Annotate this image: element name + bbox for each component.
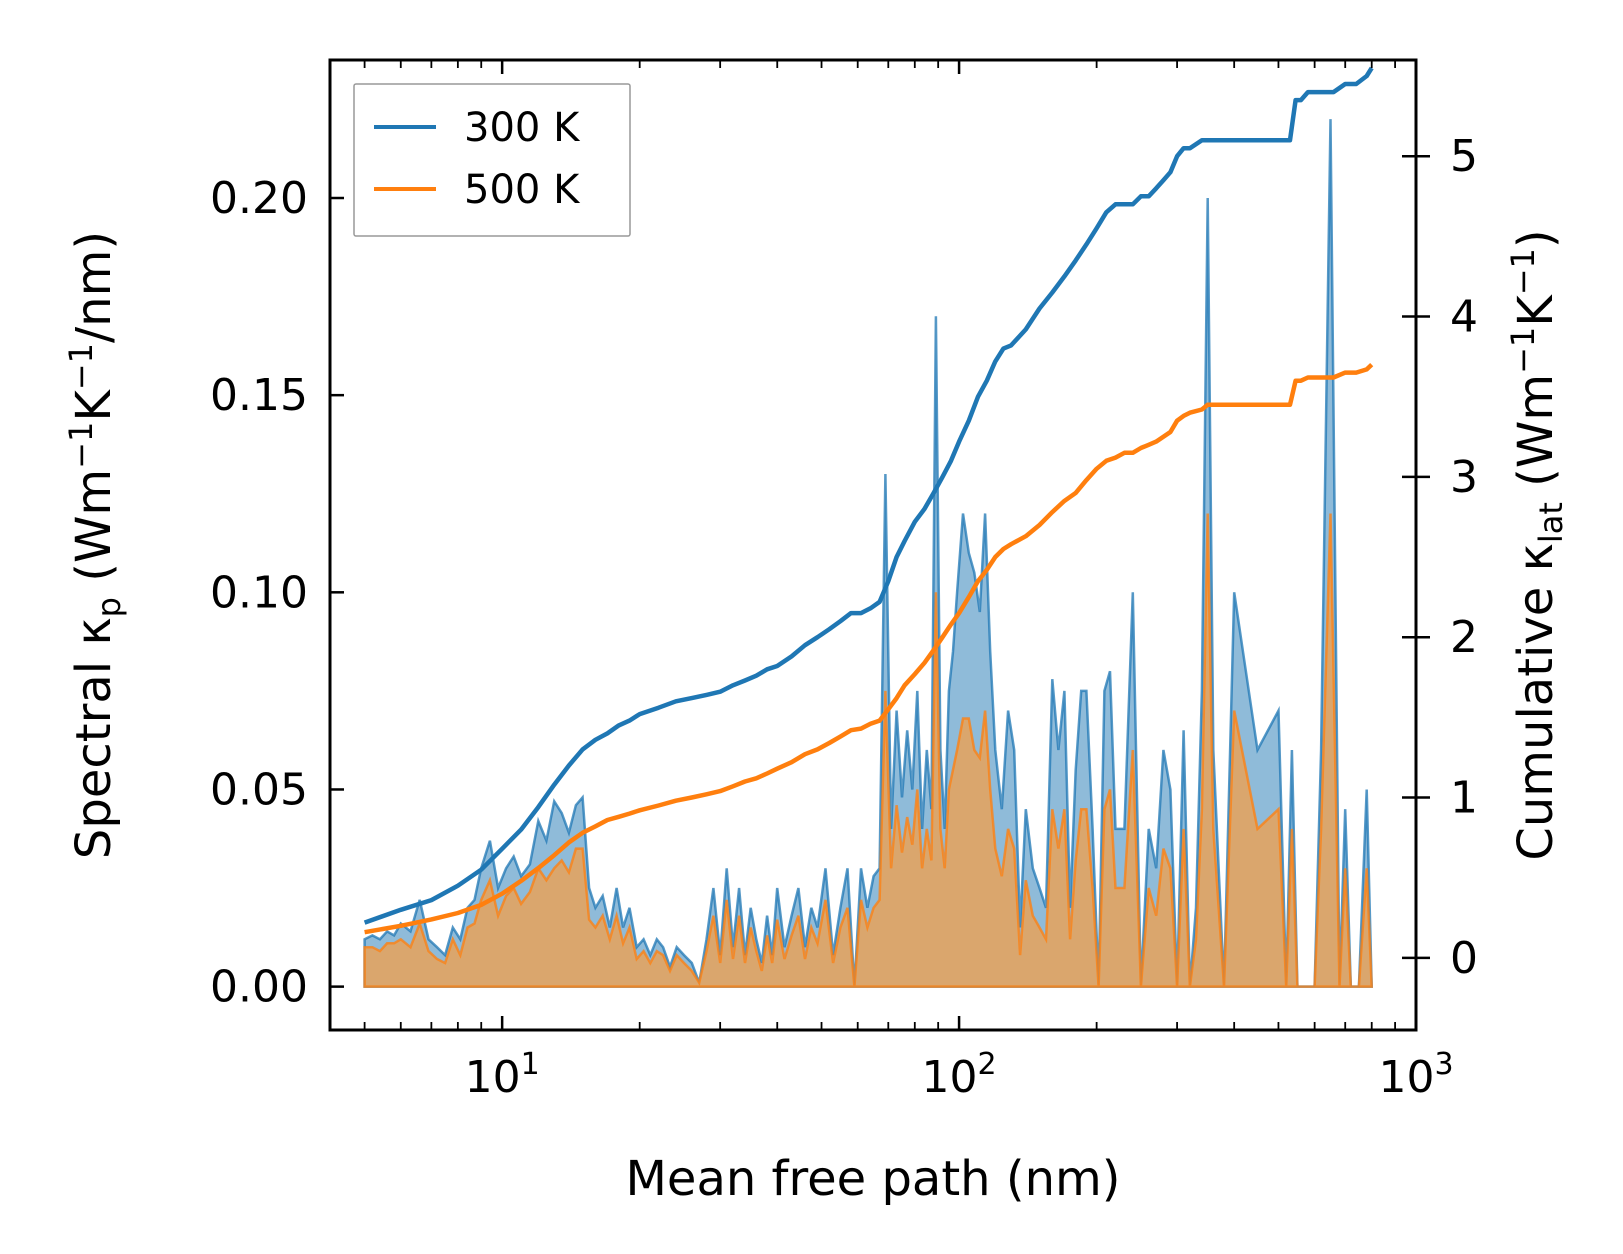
right-y-label-base: Cumulative κ [1508,543,1564,861]
cumulative-line-300k [363,66,1374,925]
left-y-label-sup1: −1 [62,422,100,469]
right-y-axis: 0 1 2 3 4 5 [1402,131,1478,984]
x-tick-label-exponent: 3 [1434,1047,1453,1082]
right-y-tick-label: 0 [1450,933,1478,984]
x-axis: 101 102 103 [363,60,1454,1103]
x-tick-label-exponent: 1 [521,1047,540,1082]
legend-label-500k: 500 K [464,167,581,213]
x-tick-label-base: 10 [922,1052,978,1103]
left-y-tick-label: 0.20 [210,173,308,224]
spectral-fills [363,119,1374,988]
left-y-label-unit-post: /nm) [66,231,122,343]
right-y-axis-label: Cumulative κlat (Wm−1K−1) [1504,229,1570,860]
legend-box [353,83,631,237]
left-y-tick-label: 0.05 [210,764,308,815]
cumulative-lines [363,66,1374,935]
right-y-label-unit-pre: (Wm [1508,374,1564,502]
x-tick-label-exponent: 2 [978,1047,997,1082]
left-y-axis-label: Spectral κp (Wm−1K−1/nm) [62,231,128,859]
right-y-tick-label: 4 [1450,292,1478,343]
left-y-axis: 0.00 0.05 0.10 0.15 0.20 [210,173,344,1013]
left-y-label-unit-pre: (Wm [66,469,122,597]
right-y-label-mid: K [1508,294,1564,327]
cumulative-line-500k [364,362,1374,935]
left-y-label-mid: K [66,389,122,422]
left-y-tick-label: 0.10 [210,567,308,618]
left-y-tick-label: 0.15 [210,370,308,421]
plot-area-frame [328,58,1418,1032]
right-y-label-unit-post: ) [1508,229,1564,248]
left-y-label-sup2: −1 [62,343,100,390]
x-tick-label-base: 10 [1378,1052,1434,1103]
spectral-fill-300k [363,119,1373,988]
x-tick-label: 102 [922,1047,997,1103]
legend-label-300k: 300 K [464,105,581,151]
legend: 300 K 500 K [353,83,631,237]
x-tick-label-base: 10 [465,1052,521,1103]
spectral-fill-500k [363,513,1374,988]
right-y-tick-label: 3 [1450,452,1478,503]
x-axis-label: Mean free path (nm) [626,1151,1121,1207]
left-y-label-sub: p [90,597,128,617]
left-y-tick-label: 0.00 [210,962,308,1013]
x-tick-label: 103 [1378,1047,1453,1103]
left-y-label-base: Spectral κ [66,617,122,859]
right-y-tick-label: 5 [1450,131,1478,182]
right-y-label-sub: lat [1532,502,1570,543]
x-tick-label: 101 [465,1047,540,1103]
right-y-tick-label: 1 [1450,773,1478,824]
right-y-tick-label: 2 [1450,612,1478,663]
right-y-label-sup2: −1 [1504,248,1542,295]
right-y-label-sup1: −1 [1504,327,1542,374]
